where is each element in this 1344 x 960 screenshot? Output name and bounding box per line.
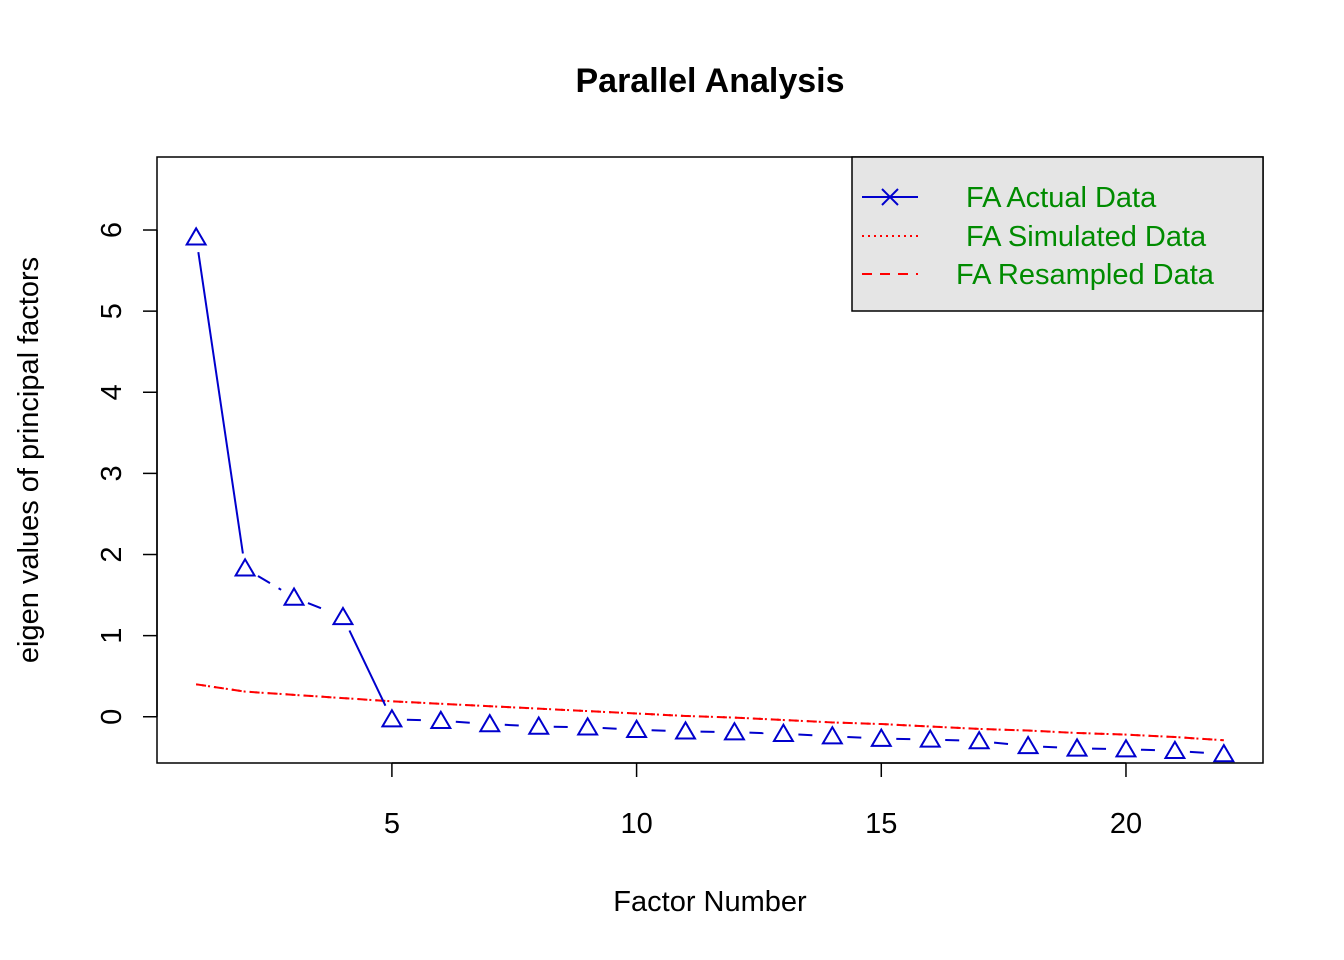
- actual-data-segment: [993, 741, 1014, 746]
- legend-label-resampled: FA Resampled Data: [956, 259, 1215, 291]
- legend-x-marker: [881, 188, 899, 206]
- actual-data-segment: [847, 735, 867, 739]
- actual-data-segment: [651, 729, 671, 732]
- actual-data-segment: [406, 718, 426, 722]
- actual-data-point: [576, 716, 599, 736]
- x-tick-label: 10: [620, 808, 652, 840]
- actual-data-point: [674, 720, 697, 740]
- actual-data-segment: [1140, 748, 1160, 752]
- plot-frame: [156, 156, 1264, 764]
- axes: 5 10 15 20 0 1 2 3 4 5 6: [96, 222, 1142, 840]
- actual-data-segment: [257, 575, 282, 591]
- y-tick-label: 5: [96, 303, 128, 319]
- actual-data-point: [723, 721, 746, 741]
- y-tick-label: 2: [96, 546, 128, 562]
- legend-box: [851, 156, 1264, 312]
- x-tick-label: 5: [384, 808, 400, 840]
- y-tick-label: 4: [96, 384, 128, 400]
- actual-data-point: [919, 728, 942, 748]
- actual-data-point: [967, 730, 991, 750]
- actual-data-segment: [197, 252, 244, 554]
- actual-data-segment: [307, 602, 330, 613]
- actual-data-point: [1065, 737, 1089, 757]
- actual-data-segment: [1043, 745, 1063, 749]
- actual-data-point: [527, 715, 550, 735]
- x-tick-label: 20: [1110, 808, 1142, 840]
- series-layer: [184, 226, 1236, 763]
- y-tick-label: 6: [96, 222, 128, 238]
- actual-data-segment: [348, 630, 387, 707]
- actual-data-segment: [945, 738, 965, 742]
- y-tick-label: 3: [96, 465, 128, 481]
- actual-data-segment: [798, 733, 818, 737]
- actual-data-point: [184, 226, 208, 246]
- actual-data-point: [478, 713, 501, 733]
- actual-data-point: [1212, 743, 1236, 763]
- actual-data-point: [282, 586, 306, 606]
- y-axis-label: eigen values of principal factors: [13, 257, 45, 663]
- legend-label-actual: FA Actual Data: [966, 182, 1157, 214]
- actual-data-point: [331, 605, 355, 626]
- actual-data-point: [870, 727, 893, 747]
- actual-data-segment: [602, 727, 622, 730]
- actual-data-point: [772, 722, 795, 742]
- actual-data-point: [625, 718, 648, 738]
- legend: FA Actual Data FA Simulated Data FA Resamp…: [851, 156, 1264, 312]
- x-tick-label: 15: [865, 808, 897, 840]
- actual-data-point: [1163, 739, 1187, 760]
- actual-data-point: [1016, 734, 1040, 755]
- actual-data-segment: [749, 731, 769, 735]
- actual-data-segment: [455, 720, 475, 725]
- y-tick-label: 1: [96, 628, 128, 644]
- legend-label-simulated: FA Simulated Data: [966, 221, 1207, 253]
- actual-data-point: [429, 709, 453, 730]
- x-axis-label: Factor Number: [613, 886, 807, 918]
- actual-data-point: [821, 725, 844, 745]
- actual-data-segment: [1189, 750, 1209, 755]
- y-tick-label: 0: [96, 709, 128, 725]
- chart-title: Parallel Analysis: [575, 62, 844, 100]
- actual-data-segment: [504, 723, 524, 727]
- actual-data-point: [233, 557, 257, 577]
- actual-data-point: [1114, 738, 1138, 758]
- actual-data-point: [380, 708, 404, 728]
